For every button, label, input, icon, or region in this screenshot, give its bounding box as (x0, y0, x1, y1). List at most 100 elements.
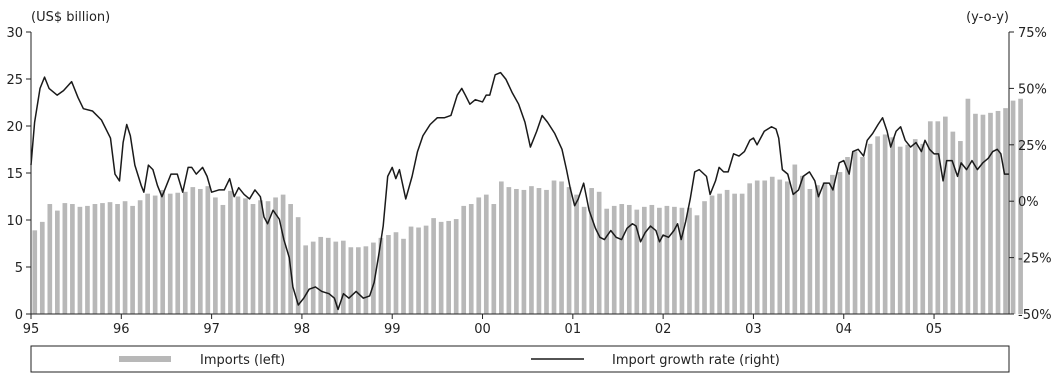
x-tick-label: 01 (565, 322, 582, 337)
import-bar (235, 196, 241, 314)
import-bar (634, 209, 640, 314)
legend-imports-label: Imports (left) (200, 353, 285, 368)
x-tick-label: 04 (835, 322, 852, 337)
import-bar (356, 247, 361, 314)
import-bar (190, 187, 196, 314)
import-bar (1003, 108, 1008, 314)
import-bar (687, 207, 692, 314)
import-bar (401, 238, 406, 314)
import-bar (566, 187, 572, 314)
left-tick-label: 5 (15, 261, 23, 276)
import-bar (920, 143, 926, 314)
import-bar (250, 204, 256, 314)
import-bar (182, 191, 188, 314)
import-bar (295, 217, 301, 314)
left-axis-unit-label: (US$ billion) (31, 10, 110, 25)
import-bar (822, 182, 828, 314)
import-bar (273, 197, 278, 314)
import-bar (664, 205, 670, 314)
growth-line-layer (30, 71, 1009, 311)
import-bar (777, 179, 783, 314)
import-bar (596, 191, 602, 314)
x-tick-label: 00 (474, 322, 491, 337)
x-tick-label: 03 (745, 322, 762, 337)
legend-growth-label: Import growth rate (right) (612, 353, 780, 368)
import-bar (32, 230, 38, 314)
import-bar (641, 206, 647, 314)
import-bar (431, 218, 436, 314)
import-bar (762, 180, 768, 314)
growth-rate-line (30, 71, 1009, 311)
right-axis-unit-label: (y-o-y) (966, 10, 1009, 25)
import-bar (243, 198, 248, 314)
import-bar (363, 246, 369, 314)
import-bar (152, 195, 158, 314)
import-bar (890, 137, 895, 314)
import-bar (882, 134, 888, 314)
import-bar (228, 190, 233, 314)
imports-bars (32, 98, 1023, 315)
import-bar (386, 235, 391, 314)
import-bar (965, 98, 971, 315)
import-bar (39, 221, 45, 314)
import-bar (679, 207, 685, 314)
x-tick-label: 97 (203, 322, 220, 337)
right-tick-label: -50% (1018, 308, 1052, 323)
import-bar (514, 188, 519, 314)
import-bar (702, 201, 707, 314)
import-bar (1010, 100, 1016, 315)
import-bar (619, 204, 625, 314)
import-bar (551, 180, 557, 314)
import-bar (815, 185, 820, 314)
import-bar (611, 205, 617, 314)
import-bar (837, 172, 843, 314)
import-bar (792, 164, 798, 314)
import-bar (995, 110, 1001, 315)
import-bar (318, 236, 324, 314)
import-bar (559, 181, 564, 314)
import-bar (461, 205, 467, 314)
import-bar (672, 206, 677, 314)
import-bar (130, 205, 135, 314)
import-bar (935, 121, 941, 314)
import-bar (927, 121, 933, 314)
import-bar (77, 206, 83, 314)
import-bar (521, 189, 527, 314)
import-bar (197, 188, 203, 314)
import-bar (310, 241, 316, 314)
import-bar (483, 194, 489, 314)
import-bar (100, 203, 105, 314)
legend: Imports (left) Import growth rate (right… (30, 345, 1010, 373)
import-bar (446, 220, 451, 314)
import-bar (980, 114, 986, 314)
x-tick-label: 95 (23, 322, 40, 337)
import-bar (529, 186, 534, 314)
import-bar (897, 146, 903, 314)
import-bar (754, 180, 760, 314)
import-bar (724, 189, 730, 314)
import-bar (220, 204, 226, 314)
import-bar (499, 181, 504, 314)
import-bar (943, 116, 948, 314)
import-bar (491, 204, 497, 314)
import-bar (988, 112, 993, 314)
import-bar (265, 201, 271, 314)
left-tick-label: 15 (6, 167, 23, 182)
left-tick-label: 0 (15, 308, 23, 323)
import-bar (875, 136, 880, 314)
x-tick-label: 98 (294, 322, 311, 337)
left-tick-label: 20 (6, 120, 23, 135)
import-bar (303, 245, 309, 314)
import-bar (85, 205, 90, 314)
import-bar (830, 174, 835, 314)
import-bar (55, 210, 60, 314)
import-bar (649, 204, 655, 314)
import-bar (852, 151, 858, 314)
legend-box (30, 345, 1010, 373)
import-bar (912, 139, 918, 314)
import-bar (205, 186, 211, 314)
import-bar (348, 247, 354, 314)
import-bar (589, 188, 594, 314)
import-bar (137, 200, 143, 314)
import-bar (416, 227, 421, 314)
